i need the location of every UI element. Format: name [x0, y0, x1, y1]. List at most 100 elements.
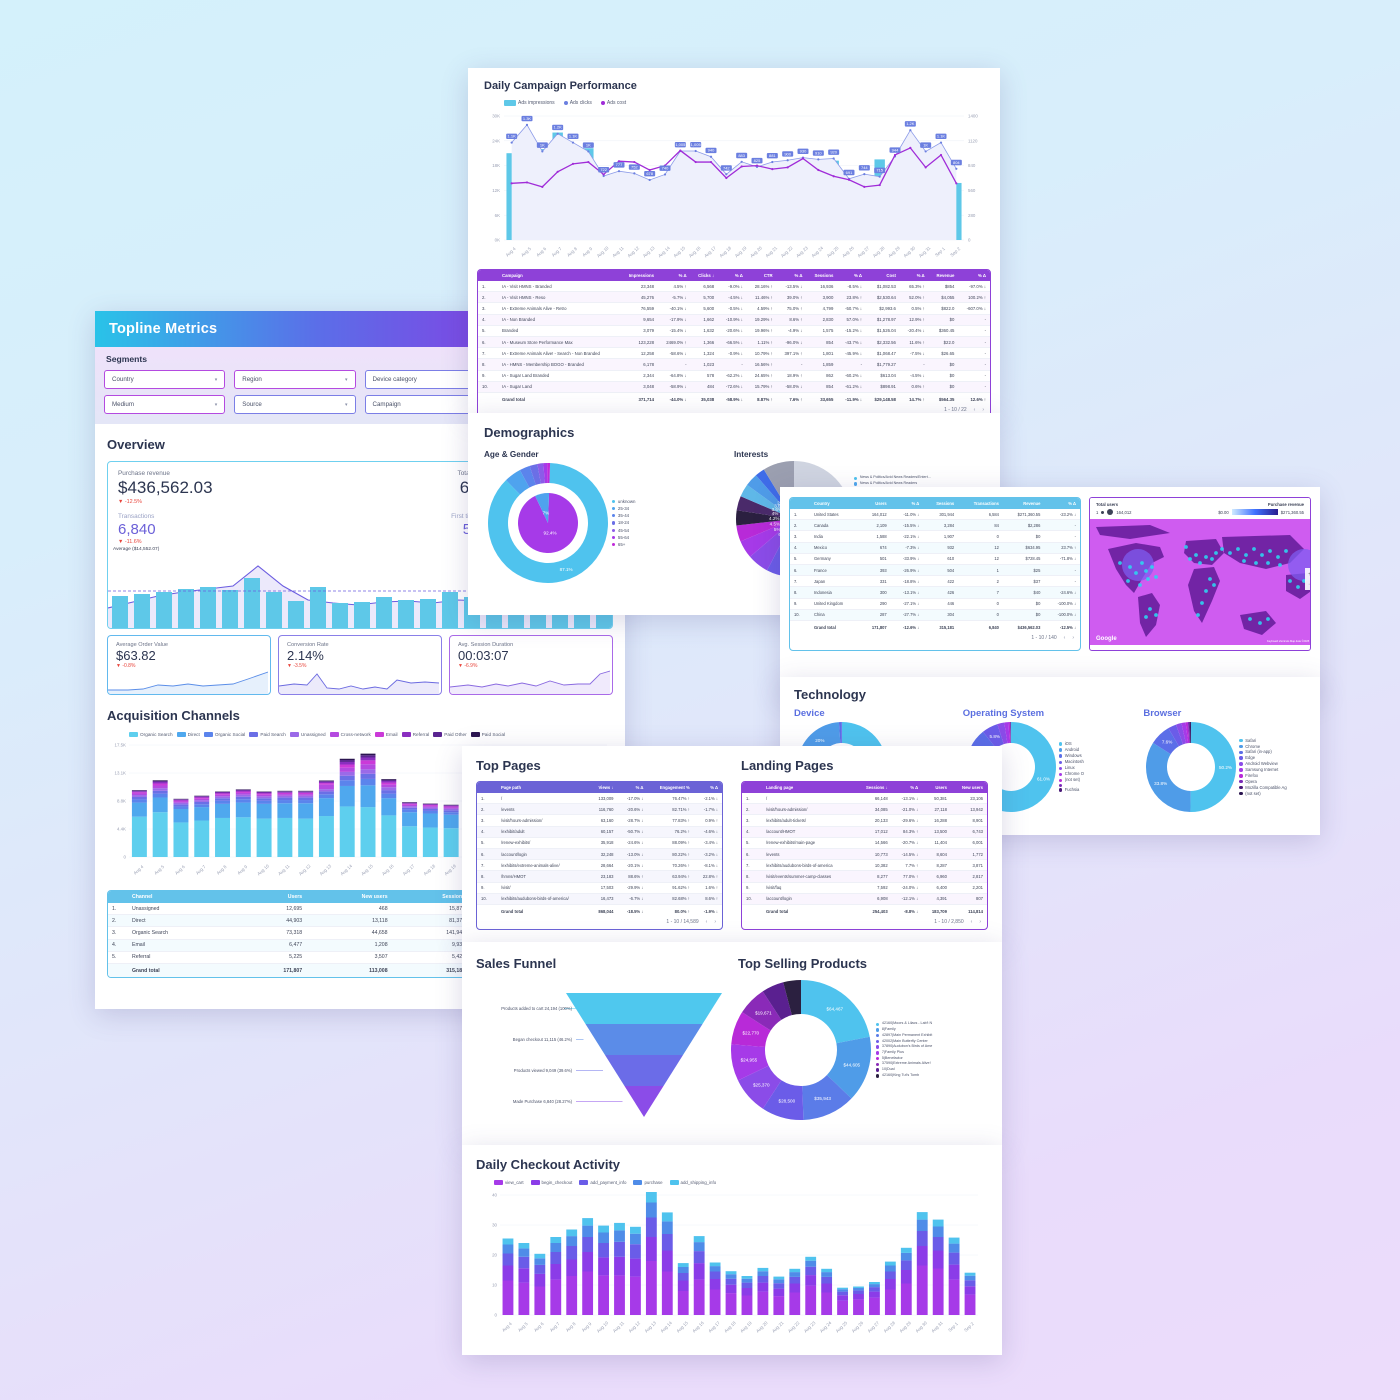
- column-header[interactable]: Users: [287, 894, 303, 900]
- legend-item[interactable]: iOS: [1058, 741, 1084, 747]
- legend-item[interactable]: Cross-network: [329, 732, 371, 737]
- table-row[interactable]: 2./visit/hours-admission/34,085 -21.0% ↓ 2…: [742, 803, 987, 816]
- column-header[interactable]: New users: [962, 785, 983, 790]
- column-header[interactable]: % Δ: [1068, 501, 1076, 506]
- legend-item[interactable]: Chrome O: [1058, 771, 1084, 777]
- legend-item[interactable]: Fuchsia: [1058, 787, 1084, 793]
- legend-item[interactable]: view_cart: [494, 1180, 524, 1185]
- legend-item[interactable]: unknown: [612, 498, 635, 505]
- table-row[interactable]: 8. IA - HMNS - Membership BOGO - Branded 6…: [478, 358, 990, 371]
- column-header[interactable]: Channel: [132, 894, 153, 900]
- legend-item[interactable]: Mozilla Compatible Ag: [1239, 785, 1287, 791]
- next-page-icon[interactable]: ›: [982, 407, 984, 414]
- legend-item[interactable]: (not set): [1239, 791, 1286, 797]
- legend-item[interactable]: Edge: [1239, 755, 1286, 761]
- legend-item[interactable]: Android Webview: [1239, 761, 1286, 767]
- table-row[interactable]: 1. United States 164,012 -11.0% ↓ 301,944 6,5…: [790, 509, 1080, 521]
- legend-item[interactable]: Email: [374, 732, 398, 737]
- legend-item[interactable]: Referral: [401, 732, 429, 737]
- legend-item[interactable]: News & Politics/Avid News Readers/Entert…: [854, 475, 935, 481]
- table-row[interactable]: 5. Branded 3,079 -15.4% ↓ 1,632 -20.6% ↓ 19.96…: [478, 325, 990, 337]
- table-row[interactable]: 7. IA - Extreme Animals Alive! - Search -…: [478, 347, 990, 360]
- prev-page-icon[interactable]: ‹: [1063, 635, 1066, 642]
- table-row[interactable]: 9. United Kingdom 290 -27.1% ↓ 446 0 $0 -100.0%…: [790, 598, 1080, 610]
- legend-item[interactable]: purchase: [633, 1180, 663, 1185]
- legend-item-ads-clicks[interactable]: Ads clicks: [563, 100, 592, 106]
- next-page-icon[interactable]: ›: [714, 919, 716, 926]
- legend-item[interactable]: Chrome: [1239, 744, 1286, 750]
- table-row[interactable]: 7./exhibits/extreme-animals-alive/28,664…: [477, 859, 722, 872]
- legend-item[interactable]: 37890|Audubon's Birds of Ame: [876, 1044, 932, 1050]
- table-row[interactable]: 9./visit/faq 7,592 -24.0% ↓ 6,400 2,201: [742, 882, 987, 894]
- table-row[interactable]: 2. Canada 2,109 -15.5% ↓ 3,284 84 $2,286-: [790, 519, 1080, 532]
- table-row[interactable]: 8./visit/events/summer-camp-classes 8,277…: [742, 870, 987, 883]
- table-row[interactable]: 7. Japan 331 -18.8% ↓ 422 2 $37-: [790, 575, 1080, 588]
- column-header[interactable]: Views ↓: [598, 785, 614, 790]
- column-header[interactable]: Revenue: [1023, 501, 1041, 506]
- legend-item[interactable]: News & Politics/Avid News Readers: [854, 481, 935, 487]
- legend-item-ads-impressions[interactable]: Ads impressions: [504, 100, 555, 106]
- table-row[interactable]: 4. Mexico 674 -7.3% ↓ 932 12 $634.95 23.7% ↑: [790, 542, 1080, 554]
- legend-item[interactable]: Unassigned: [289, 732, 326, 737]
- legend-item[interactable]: 7|Family Plus: [876, 1050, 932, 1056]
- geo-map-card[interactable]: Total users 1 164,012 Purchase revenue $…: [1089, 497, 1311, 651]
- legend-item[interactable]: begin_checkout: [530, 1180, 572, 1185]
- table-row[interactable]: 6./account/login 32,248 -13.0% ↓ 80.22% ↑ -3…: [477, 848, 722, 861]
- legend-item[interactable]: Samsung Internet: [1239, 767, 1286, 773]
- legend-item[interactable]: Direct: [176, 732, 200, 737]
- column-header[interactable]: Impressions: [628, 273, 655, 278]
- column-header[interactable]: Country: [814, 501, 830, 506]
- segment-select-medium[interactable]: Medium ▾: [104, 395, 226, 414]
- prev-page-icon[interactable]: ‹: [705, 919, 708, 926]
- table-row[interactable]: 10. IA - Sugar Land 3,048 -58.9% ↓ 484 -72.6%…: [478, 381, 990, 393]
- legend-item[interactable]: add_shipping_info: [669, 1180, 716, 1185]
- column-header[interactable]: % Δ: [910, 785, 919, 790]
- legend-item[interactable]: Safari: [1239, 738, 1286, 744]
- legend-item[interactable]: 37590|Extreme Animals Alive!: [876, 1061, 932, 1067]
- table-row[interactable]: 3./exhibits/adult-tickets/20,133 -29.6% ↓…: [742, 814, 987, 827]
- legend-item[interactable]: Paid Other: [433, 732, 467, 737]
- table-row[interactable]: 3. India 1,588 -22.1% ↓ 1,907 0 $0-: [790, 530, 1080, 543]
- column-header[interactable]: % Δ: [794, 273, 803, 278]
- legend-item-ads-cost[interactable]: Ads cost: [600, 100, 626, 106]
- legend-item[interactable]: 10|Dual: [876, 1067, 932, 1073]
- table-row[interactable]: 10./account/login 6,908 -12.1% ↓ 4,391 807: [742, 893, 987, 905]
- table-row[interactable]: 10./exhibits/audubons-birds-of-america/1…: [477, 893, 722, 905]
- table-row[interactable]: 5./renew-exhibits/main-page 14,566 -20.7% …: [742, 837, 987, 849]
- legend-item[interactable]: (not set): [1058, 777, 1084, 783]
- table-row[interactable]: 9./visit/17,503 -29.9% ↓ 91.62% ↑ 1.6% ↑: [477, 882, 722, 894]
- world-map[interactable]: Google + − Keyboard shortcuts Map data ©202…: [1090, 519, 1311, 645]
- table-row[interactable]: 8. Indonesia 300 -13.1% ↓ 426 7 $40 -24.6% ↓: [790, 586, 1080, 599]
- legend-item[interactable]: 42002|Main Butterfly Center: [876, 1039, 932, 1045]
- legend-item[interactable]: 65+: [612, 541, 635, 548]
- column-header[interactable]: Users: [935, 785, 947, 790]
- column-header[interactable]: Users: [875, 501, 887, 506]
- segment-select-device-category[interactable]: Device category▾: [364, 370, 486, 389]
- table-row[interactable]: 4. IA - Non Branded 9,654 -17.9% ↓ 1,662 -10.…: [478, 314, 990, 326]
- column-header[interactable]: Sessions ↓: [866, 785, 888, 790]
- legend-item[interactable]: Linux: [1058, 765, 1084, 771]
- legend-item[interactable]: Macintosh: [1058, 759, 1084, 765]
- column-header[interactable]: Page path: [501, 785, 522, 790]
- column-header[interactable]: % Δ: [978, 273, 986, 278]
- legend-item[interactable]: 5|Benefactor: [876, 1056, 932, 1062]
- legend-item[interactable]: Organic Social: [203, 732, 245, 737]
- legend-item[interactable]: Windows: [1058, 753, 1084, 759]
- legend-item[interactable]: Paid Search: [249, 732, 286, 737]
- column-header[interactable]: Campaign: [502, 273, 523, 278]
- legend-item[interactable]: 42160|King Tut's Tomb: [876, 1073, 932, 1079]
- table-row[interactable]: 7./exhibits/audubons-birds-of-america 10,…: [742, 859, 987, 872]
- legend-item[interactable]: 45-54: [612, 527, 635, 534]
- table-row[interactable]: 1./66,148 -13.1% ↓ 50,381 23,106: [742, 793, 987, 805]
- legend-item[interactable]: Firefox: [1239, 773, 1286, 779]
- legend-item[interactable]: add_payment_info: [579, 1180, 626, 1185]
- table-row[interactable]: 5./renew-exhibits/35,918 -24.6% ↓ 88.09% ↑…: [477, 837, 722, 849]
- column-header[interactable]: Landing page: [766, 785, 794, 790]
- next-page-icon[interactable]: ›: [1072, 635, 1074, 642]
- table-row[interactable]: 9. IA - Sugar Land Branded 2,344 -64.8% ↓ 57…: [478, 370, 990, 382]
- table-row[interactable]: 3. IA - Extreme Animals Alive - Retro 76,5…: [478, 302, 990, 315]
- table-row[interactable]: 3./visit/hours-admission/63,160 -28.7% ↓ 7…: [477, 814, 722, 827]
- legend-item[interactable]: Android: [1058, 747, 1084, 753]
- segment-select-region[interactable]: Region ▾: [234, 370, 356, 389]
- column-header[interactable]: % Δ: [916, 273, 925, 278]
